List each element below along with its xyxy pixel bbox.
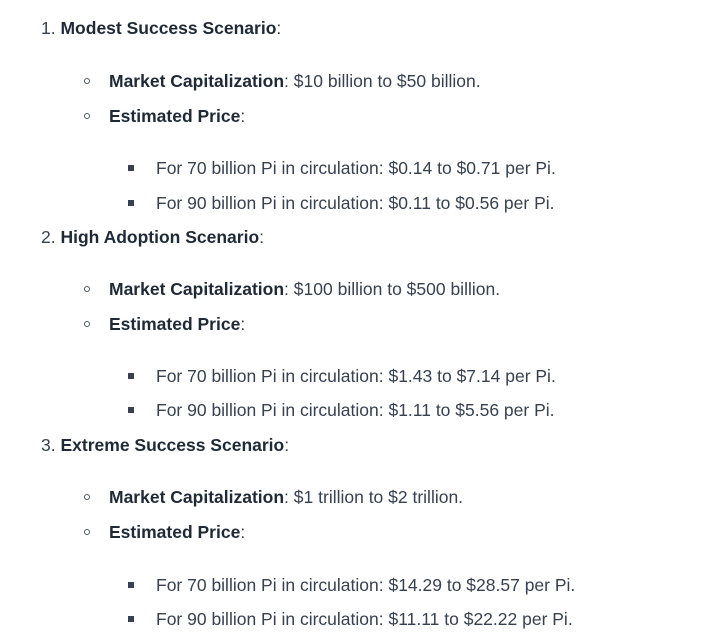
scenario-title: Modest Success Scenario — [60, 18, 277, 38]
price-item: For 70 billion Pi in circulation: $1.43 … — [128, 364, 556, 388]
market-cap-item: Market Capitalization: $1 trillion to $2… — [84, 485, 463, 509]
price-item: For 70 billion Pi in circulation: $0.14 … — [128, 156, 556, 180]
square-bullet-icon — [128, 200, 134, 206]
scenario-heading: 3. Extreme Success Scenario: — [41, 435, 290, 455]
market-cap-label: Market Capitalization — [109, 487, 285, 507]
estimated-price-item: Estimated Price: — [84, 104, 245, 128]
square-bullet-icon — [128, 616, 134, 622]
square-bullet-icon — [128, 373, 134, 379]
price-text: For 90 billion Pi in circulation: $11.11… — [156, 609, 573, 629]
price-text: For 70 billion Pi in circulation: $0.14 … — [156, 158, 556, 178]
estimated-price-item: Estimated Price: — [84, 312, 245, 336]
list-number: 2. — [41, 227, 56, 247]
circle-bullet-icon — [84, 529, 90, 535]
list-number: 1. — [41, 18, 56, 38]
price-text: For 70 billion Pi in circulation: $14.29… — [156, 575, 576, 595]
square-bullet-icon — [128, 165, 134, 171]
circle-bullet-icon — [84, 321, 90, 327]
price-text: For 70 billion Pi in circulation: $1.43 … — [156, 366, 556, 386]
market-cap-label: Market Capitalization — [109, 279, 285, 299]
market-cap-value: $1 trillion to $2 trillion. — [293, 487, 464, 507]
price-item: For 90 billion Pi in circulation: $1.11 … — [128, 398, 555, 422]
list-number: 3. — [41, 435, 56, 455]
circle-bullet-icon — [84, 78, 90, 84]
price-item: For 90 billion Pi in circulation: $0.11 … — [128, 191, 555, 215]
scenario-heading: 2. High Adoption Scenario: — [41, 227, 265, 247]
estimated-price-item: Estimated Price: — [84, 520, 245, 544]
square-bullet-icon — [128, 407, 134, 413]
market-cap-item: Market Capitalization: $10 billion to $5… — [84, 69, 481, 93]
scenario-title: High Adoption Scenario — [60, 227, 260, 247]
market-cap-label: Market Capitalization — [109, 71, 285, 91]
circle-bullet-icon — [84, 113, 90, 119]
price-text: For 90 billion Pi in circulation: $0.11 … — [156, 193, 555, 213]
estimated-price-label: Estimated Price — [109, 522, 241, 542]
market-cap-item: Market Capitalization: $100 billion to $… — [84, 277, 500, 301]
scenario-title: Extreme Success Scenario — [60, 435, 285, 455]
scenario-heading: 1. Modest Success Scenario: — [41, 18, 282, 38]
price-item: For 70 billion Pi in circulation: $14.29… — [128, 573, 575, 597]
circle-bullet-icon — [84, 286, 90, 292]
square-bullet-icon — [128, 582, 134, 588]
market-cap-value: $100 billion to $500 billion. — [293, 279, 501, 299]
estimated-price-label: Estimated Price — [109, 314, 241, 334]
circle-bullet-icon — [84, 494, 90, 500]
estimated-price-label: Estimated Price — [109, 106, 241, 126]
market-cap-value: $10 billion to $50 billion. — [293, 71, 481, 91]
price-item: For 90 billion Pi in circulation: $11.11… — [128, 607, 573, 631]
price-text: For 90 billion Pi in circulation: $1.11 … — [156, 400, 555, 420]
